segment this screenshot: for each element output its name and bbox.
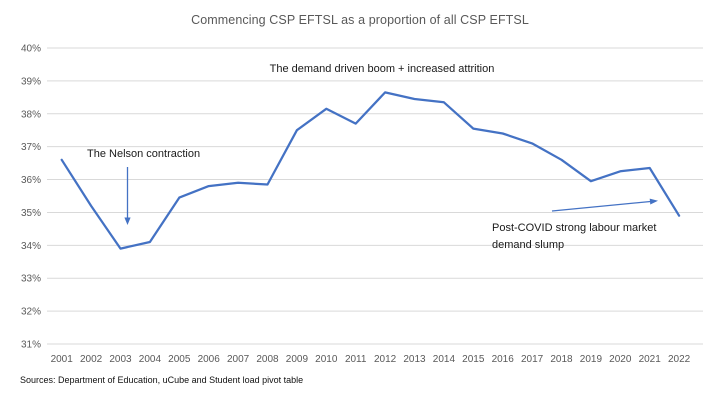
- annotation-post-covid-line2: demand slump: [492, 239, 565, 251]
- annotation-demand-boom: The demand driven boom + increased attri…: [269, 63, 495, 75]
- svg-text:38%: 38%: [21, 109, 41, 120]
- svg-text:33%: 33%: [21, 274, 41, 285]
- svg-text:2009: 2009: [286, 354, 309, 365]
- svg-text:2013: 2013: [403, 354, 426, 365]
- svg-text:31%: 31%: [21, 340, 41, 351]
- svg-text:2002: 2002: [80, 354, 103, 365]
- svg-text:2021: 2021: [639, 354, 662, 365]
- y-gridlines: [47, 47, 703, 345]
- annotation-post-covid: Post-COVID strong labour market demand s…: [492, 220, 656, 254]
- svg-text:2012: 2012: [374, 354, 397, 365]
- svg-text:2007: 2007: [227, 354, 250, 365]
- svg-text:2004: 2004: [139, 354, 162, 365]
- source-note: Sources: Department of Education, uCube …: [20, 375, 304, 385]
- y-axis-labels: 40% 39% 38% 37% 36% 35% 34% 33% 32% 31%: [21, 44, 41, 351]
- annotation-post-covid-line1: Post-COVID strong labour market: [492, 222, 657, 234]
- svg-text:34%: 34%: [21, 241, 41, 252]
- svg-text:2005: 2005: [168, 354, 191, 365]
- svg-text:2022: 2022: [668, 354, 691, 365]
- svg-text:2019: 2019: [580, 354, 603, 365]
- svg-text:2011: 2011: [345, 354, 367, 365]
- svg-text:2015: 2015: [462, 354, 485, 365]
- svg-text:2003: 2003: [109, 354, 132, 365]
- svg-text:2016: 2016: [492, 354, 515, 365]
- svg-text:37%: 37%: [21, 142, 41, 153]
- annotation-nelson-contraction: The Nelson contraction: [87, 148, 201, 160]
- svg-text:40%: 40%: [21, 44, 41, 55]
- svg-text:2010: 2010: [315, 354, 338, 365]
- svg-text:2014: 2014: [433, 354, 456, 365]
- chart-title: Commencing CSP EFTSL as a proportion of …: [191, 13, 529, 27]
- nelson-arrow: [124, 167, 131, 225]
- svg-text:35%: 35%: [21, 208, 41, 219]
- svg-text:2017: 2017: [521, 354, 544, 365]
- svg-text:36%: 36%: [21, 175, 41, 186]
- data-series-line: [60, 91, 681, 250]
- svg-text:2006: 2006: [198, 354, 221, 365]
- svg-text:32%: 32%: [21, 307, 41, 318]
- covid-arrow: [551, 198, 658, 212]
- svg-text:2020: 2020: [609, 354, 632, 365]
- x-axis-labels: 2001 2002 2003 2004 2005 2006 2007 2008 2009 2010…: [51, 354, 691, 365]
- svg-text:2018: 2018: [550, 354, 573, 365]
- svg-text:39%: 39%: [21, 76, 41, 87]
- svg-text:2008: 2008: [256, 354, 279, 365]
- svg-text:2001: 2001: [51, 354, 74, 365]
